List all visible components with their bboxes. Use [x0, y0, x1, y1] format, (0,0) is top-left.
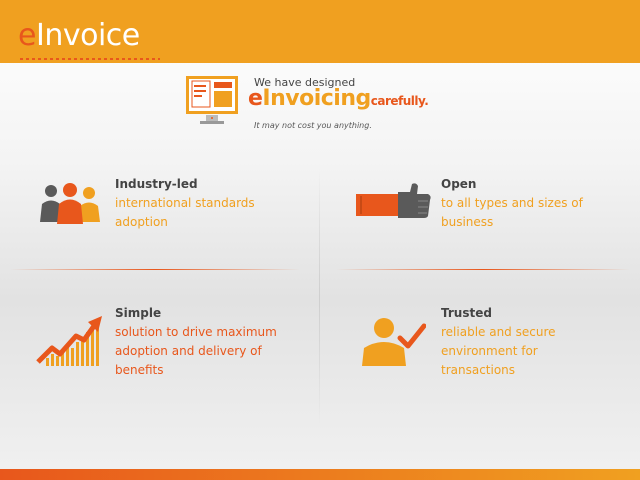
feature-simple-title: Simple — [115, 306, 162, 320]
horizontal-divider-right — [336, 269, 630, 270]
logo-underline — [20, 58, 160, 60]
logo-e: e — [18, 18, 36, 53]
people-group-icon — [40, 183, 100, 224]
feature-trusted-title: Trusted — [441, 306, 492, 320]
feature-industry-title: Industry-led — [115, 177, 198, 191]
footer-bar — [0, 469, 640, 480]
hero-title-main: Invoicing — [262, 86, 371, 111]
feature-trusted-desc: reliable and secure environment for tran… — [441, 325, 556, 377]
hero-title: eInvoicingcarefully. — [248, 86, 429, 111]
monitor-invoice-icon — [186, 76, 238, 124]
vertical-divider — [319, 168, 320, 426]
feature-simple-desc: solution to drive maximum adoption and d… — [115, 325, 277, 377]
growth-chart-icon — [36, 316, 102, 366]
feature-open-desc: to all types and sizes of business — [441, 196, 583, 229]
hero-title-e: e — [248, 86, 263, 111]
feature-open-title: Open — [441, 177, 477, 191]
hero-title-suffix: carefully. — [370, 94, 429, 108]
hero-intro: We have designed — [254, 76, 356, 89]
person-check-icon — [362, 318, 426, 366]
feature-industry-desc: international standards adoption — [115, 196, 255, 229]
hero-subtitle: It may not cost you anything. — [254, 121, 372, 130]
logo-text: Invoice — [35, 18, 140, 53]
header-bar — [0, 0, 640, 63]
thumbs-up-icon — [356, 183, 431, 218]
logo: eInvoice — [18, 18, 140, 54]
horizontal-divider-left — [10, 269, 300, 270]
